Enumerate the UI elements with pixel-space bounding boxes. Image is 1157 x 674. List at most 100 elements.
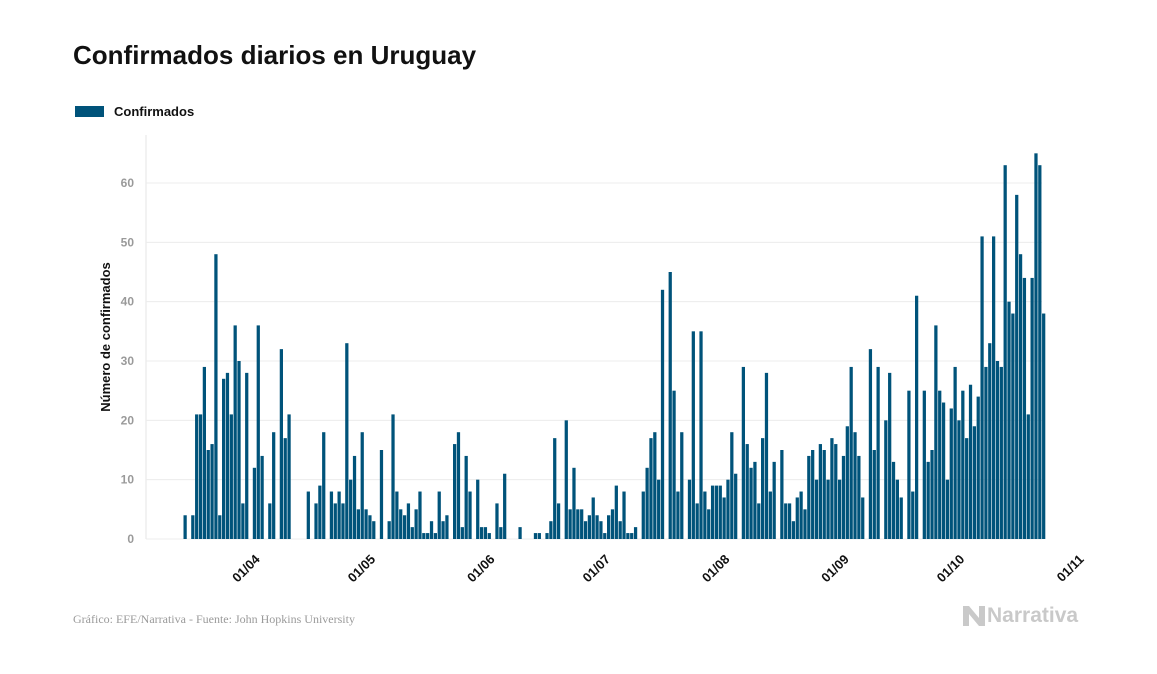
bar xyxy=(341,503,345,539)
bar xyxy=(429,521,434,539)
bar xyxy=(549,521,553,539)
bar xyxy=(745,444,749,539)
bar xyxy=(1011,313,1015,539)
bar xyxy=(456,432,461,539)
bar xyxy=(441,521,445,539)
bar xyxy=(387,521,391,539)
bar xyxy=(495,503,499,539)
y-tick-label: 20 xyxy=(121,413,135,427)
y-tick-label: 30 xyxy=(121,354,135,368)
bar xyxy=(206,450,210,539)
bar xyxy=(734,473,738,539)
bar xyxy=(980,236,984,539)
bar xyxy=(849,366,853,539)
bar xyxy=(672,390,676,539)
bar xyxy=(479,527,484,539)
bar xyxy=(968,384,973,539)
bar xyxy=(422,533,426,539)
bar xyxy=(1015,194,1019,539)
bar xyxy=(1030,277,1034,539)
bar xyxy=(891,461,896,539)
bar xyxy=(499,527,503,539)
bar xyxy=(791,521,796,539)
bar xyxy=(287,414,291,539)
bar xyxy=(676,491,680,539)
bar xyxy=(426,533,430,539)
bar xyxy=(722,497,726,539)
bar xyxy=(741,366,745,539)
bar xyxy=(861,497,865,539)
bar xyxy=(834,444,838,539)
bar xyxy=(799,491,803,539)
bar xyxy=(633,527,638,539)
bar xyxy=(418,491,422,539)
bar xyxy=(934,325,938,539)
bar xyxy=(730,432,734,539)
bar xyxy=(329,491,334,539)
bar xyxy=(915,295,919,539)
bar xyxy=(195,414,199,539)
bar xyxy=(372,521,376,539)
bar xyxy=(845,426,849,539)
bar xyxy=(995,361,1000,539)
bar xyxy=(999,366,1003,539)
y-tick-label: 40 xyxy=(121,295,135,309)
bar xyxy=(603,533,607,539)
bar xyxy=(838,479,842,539)
bar xyxy=(464,455,468,539)
y-tick-label: 50 xyxy=(121,235,135,249)
bar xyxy=(961,390,965,539)
bar xyxy=(214,254,218,539)
bar xyxy=(814,479,819,539)
bar xyxy=(714,485,719,539)
bar xyxy=(364,509,368,539)
bar xyxy=(976,396,980,539)
x-tick-label: 01/04 xyxy=(229,551,263,585)
bar xyxy=(210,444,214,539)
bar xyxy=(811,450,815,539)
bar xyxy=(795,497,799,539)
bar xyxy=(322,432,326,539)
bar xyxy=(414,509,418,539)
bar xyxy=(1007,301,1011,539)
bar xyxy=(237,361,241,539)
bar xyxy=(356,509,360,539)
grid-lines xyxy=(145,135,1042,540)
bar xyxy=(649,438,653,539)
x-tick-label: 01/09 xyxy=(818,552,852,586)
bar xyxy=(399,509,403,539)
bar xyxy=(868,349,873,539)
bar xyxy=(406,503,411,539)
bar xyxy=(395,491,399,539)
bar xyxy=(402,515,407,539)
bar xyxy=(607,515,611,539)
bar xyxy=(768,491,772,539)
bar xyxy=(761,438,765,539)
bar xyxy=(680,432,684,539)
bar xyxy=(460,527,464,539)
bar xyxy=(953,366,957,539)
bar xyxy=(884,420,888,539)
bar xyxy=(772,461,776,539)
narrativa-logo-icon xyxy=(963,606,985,626)
y-tick-label: 0 xyxy=(127,532,134,546)
bar xyxy=(260,455,264,539)
bar xyxy=(703,491,707,539)
bar xyxy=(580,509,584,539)
bar xyxy=(533,533,538,539)
bar xyxy=(780,450,784,539)
bar xyxy=(229,414,233,539)
bar xyxy=(233,325,237,539)
bar xyxy=(787,503,792,539)
bar xyxy=(518,527,522,539)
bar xyxy=(965,438,969,539)
bar xyxy=(668,272,672,539)
x-tick-label: 01/10 xyxy=(934,552,968,586)
bar xyxy=(587,515,591,539)
bar xyxy=(468,491,472,539)
bar xyxy=(1034,153,1038,539)
bar xyxy=(433,533,437,539)
bar xyxy=(907,390,911,539)
bar xyxy=(757,503,761,539)
